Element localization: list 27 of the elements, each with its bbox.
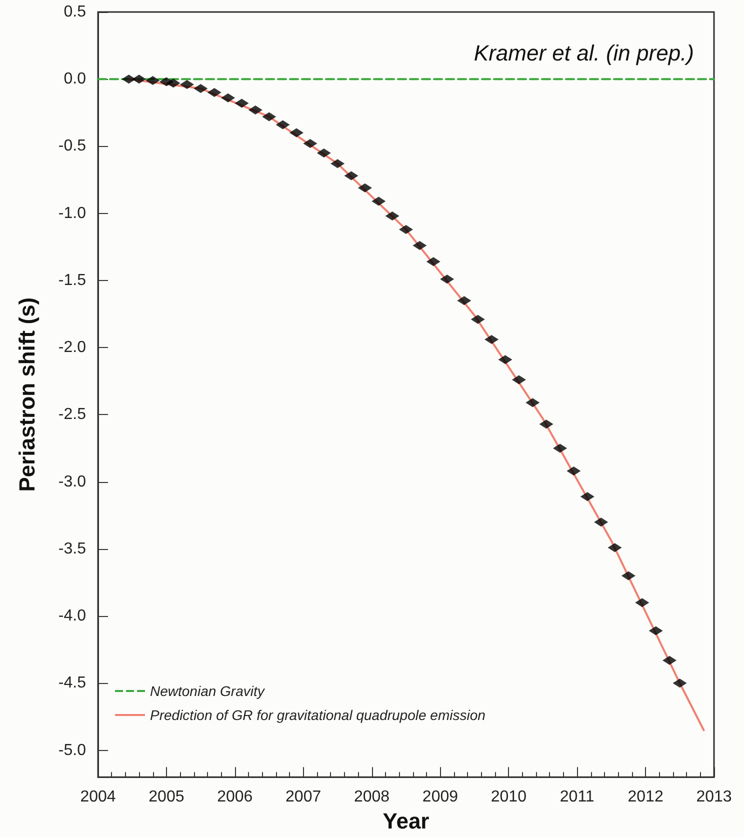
x-tick-label: 2004 (80, 788, 116, 806)
annotation: Kramer et al. (in prep.) (474, 40, 694, 66)
x-tick-label: 2012 (628, 788, 664, 806)
x-tick-label: 2009 (422, 788, 458, 806)
x-tick-label: 2008 (354, 788, 390, 806)
y-tick-label: -2.0 (58, 339, 86, 356)
x-tick-label: 2010 (490, 788, 527, 806)
y-tick-label: -1.0 (58, 204, 86, 222)
y-tick-label: -3.0 (58, 473, 86, 490)
y-tick-label: -4.5 (58, 674, 86, 692)
legend-label: Newtonian Gravity (150, 683, 266, 699)
x-tick-label: 2011 (560, 788, 594, 806)
legend-label: Prediction of GR for gravitational quadrupole emission (150, 707, 486, 723)
y-tick-label: 0.5 (64, 4, 86, 20)
x-tick-label: 2005 (148, 788, 184, 806)
x-tick-label: 2007 (286, 788, 322, 806)
y-tick-label: -4.0 (58, 608, 86, 625)
x-axis-title: Year (382, 808, 430, 834)
y-tick-label: -1.5 (58, 272, 86, 289)
y-tick-label: -3.5 (58, 540, 86, 558)
x-tick-label: 2013 (696, 788, 732, 806)
x-tick-label: 2006 (217, 788, 253, 806)
y-tick-label: 0.0 (64, 70, 86, 88)
y-axis-title: Periastron shift (s) (14, 297, 40, 492)
y-tick-label: -5.0 (58, 742, 86, 759)
y-tick-label: -0.5 (58, 138, 86, 155)
y-tick-label: -2.5 (58, 406, 86, 424)
